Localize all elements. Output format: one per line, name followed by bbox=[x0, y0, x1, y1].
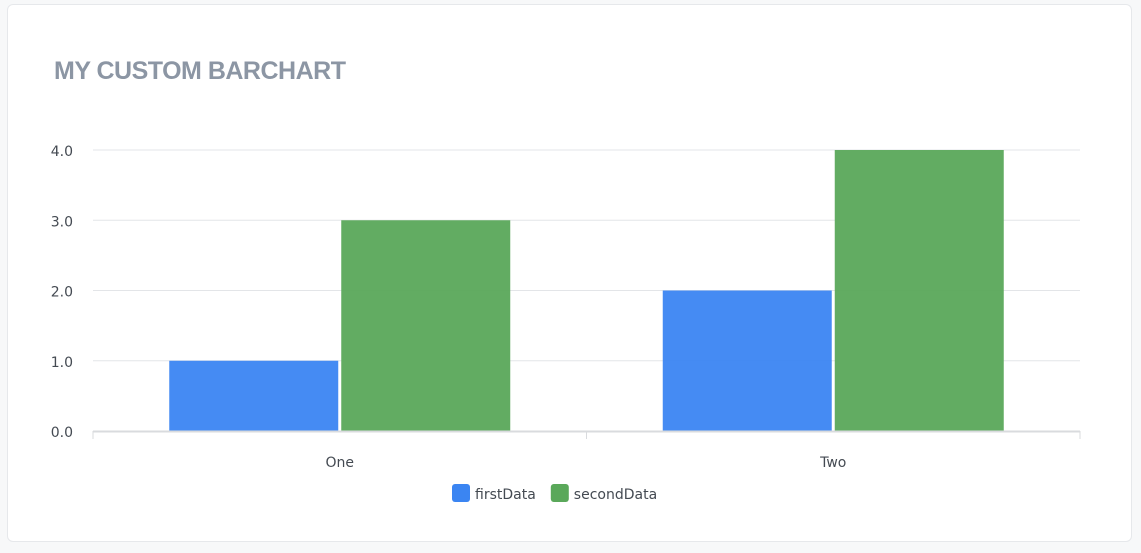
x-tick-label: One bbox=[325, 455, 354, 471]
y-tick-label: 3.0 bbox=[51, 214, 73, 230]
bars bbox=[169, 150, 1004, 431]
bar-secondData-one bbox=[341, 220, 511, 431]
bar-secondData-two bbox=[834, 150, 1004, 431]
legend: firstData secondData bbox=[452, 484, 657, 503]
legend-swatch-firstData bbox=[452, 484, 470, 502]
x-tick-label: Two bbox=[819, 455, 846, 471]
y-axis-tick-labels: 0.0 1.0 2.0 3.0 4.0 bbox=[51, 144, 73, 441]
legend-label-secondData: secondData bbox=[574, 487, 657, 503]
legend-swatch-secondData bbox=[550, 484, 569, 502]
legend-label-firstData: firstData bbox=[475, 487, 536, 503]
x-axis: One Two bbox=[92, 430, 1081, 471]
y-tick-label: 2.0 bbox=[51, 285, 73, 301]
bar-firstData-one bbox=[169, 360, 339, 431]
y-tick-label: 0.0 bbox=[51, 425, 73, 441]
y-tick-label: 1.0 bbox=[51, 355, 73, 371]
y-tick-label: 4.0 bbox=[51, 144, 73, 160]
bar-firstData-two bbox=[662, 290, 832, 431]
chart-title: MY CUSTOM BARCHART bbox=[54, 57, 346, 85]
